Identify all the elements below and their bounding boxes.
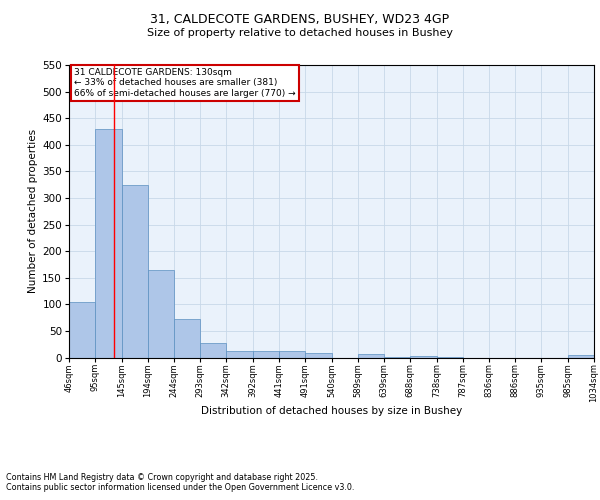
Text: Size of property relative to detached houses in Bushey: Size of property relative to detached ho… [147, 28, 453, 38]
Bar [69, 302, 95, 358]
Y-axis label: Number of detached properties: Number of detached properties [28, 129, 38, 294]
Bar [122, 184, 148, 358]
X-axis label: Distribution of detached houses by size in Bushey: Distribution of detached houses by size … [201, 406, 462, 416]
Bar [410, 356, 437, 358]
Bar [226, 351, 253, 358]
Text: Contains HM Land Registry data © Crown copyright and database right 2025.: Contains HM Land Registry data © Crown c… [6, 472, 318, 482]
Bar [384, 357, 410, 358]
Text: 31 CALDECOTE GARDENS: 130sqm
← 33% of detached houses are smaller (381)
66% of s: 31 CALDECOTE GARDENS: 130sqm ← 33% of de… [74, 68, 296, 98]
Bar [253, 350, 279, 358]
Bar [174, 318, 200, 358]
Bar [279, 351, 305, 358]
Bar [568, 356, 594, 358]
Bar [305, 352, 331, 358]
Bar [437, 357, 463, 358]
Bar [95, 129, 122, 358]
Bar [358, 354, 384, 358]
Bar [148, 270, 174, 358]
Text: 31, CALDECOTE GARDENS, BUSHEY, WD23 4GP: 31, CALDECOTE GARDENS, BUSHEY, WD23 4GP [151, 12, 449, 26]
Bar [200, 342, 226, 357]
Text: Contains public sector information licensed under the Open Government Licence v3: Contains public sector information licen… [6, 484, 355, 492]
